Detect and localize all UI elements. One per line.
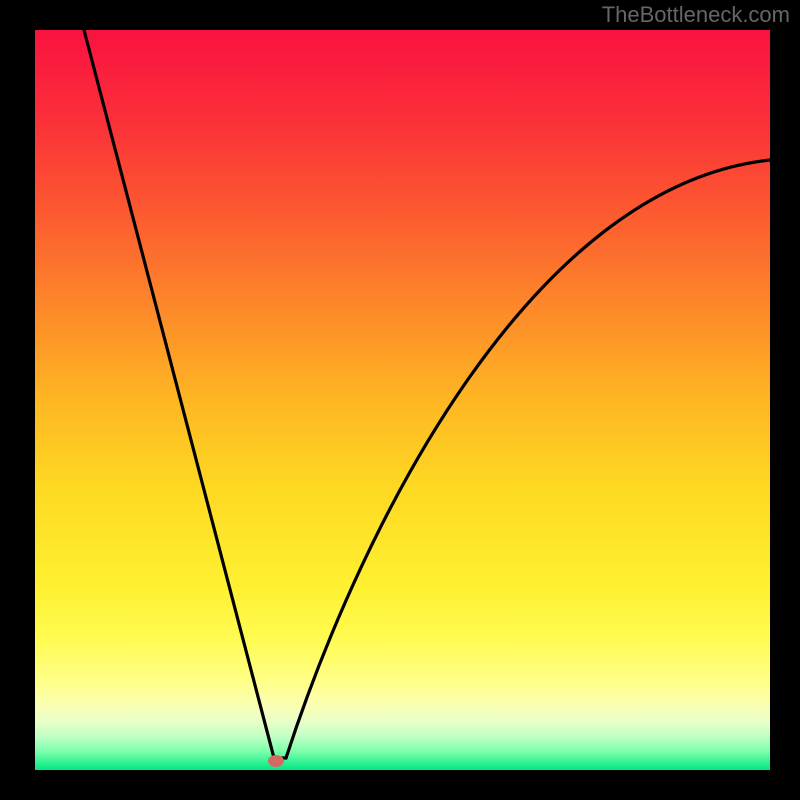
plot-area	[35, 30, 770, 770]
chart-frame: TheBottleneck.com	[0, 0, 800, 800]
bottleneck-curve	[35, 30, 770, 770]
watermark-text: TheBottleneck.com	[602, 2, 790, 28]
vertex-marker	[268, 755, 284, 767]
